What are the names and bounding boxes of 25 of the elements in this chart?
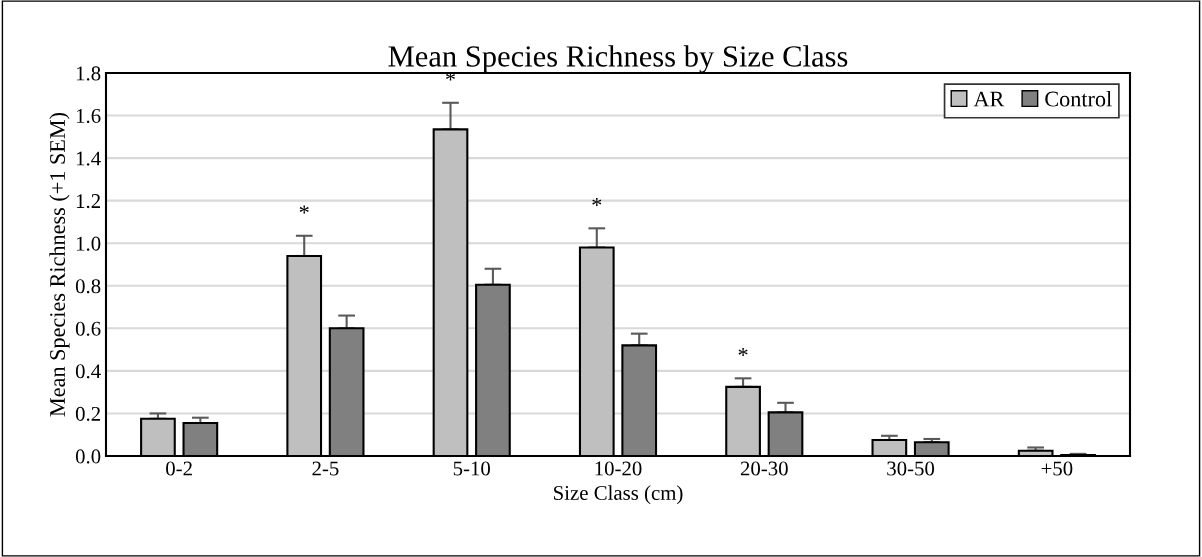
y-tick-label: 1.8: [76, 66, 101, 81]
x-tick-label: 20-30: [740, 461, 788, 476]
legend-label: Control: [1045, 90, 1112, 107]
x-tick-label: 5-10: [453, 461, 491, 476]
y-axis-title: Mean Species Richness (+1 SEM): [49, 112, 70, 417]
x-axis-title: Size Class (cm): [554, 485, 683, 505]
x-tick-label: 30-50: [887, 461, 935, 476]
y-tick-label: 0.0: [75, 449, 101, 464]
y-tick-label: 0.6: [75, 321, 101, 336]
x-tick-label: +50: [1041, 461, 1073, 476]
y-tick-label: 1.2: [76, 194, 100, 209]
y-tick-label: 1.4: [76, 151, 101, 166]
y-tick-label: 1.0: [76, 236, 101, 251]
x-tick-label: 0-2: [166, 461, 192, 476]
x-tick-label: 2-5: [312, 461, 339, 476]
annotation: *: [299, 205, 309, 214]
y-tick-label: 0.8: [75, 279, 101, 294]
annotation: *: [738, 347, 748, 357]
y-tick-label: 1.6: [76, 108, 101, 124]
x-tick-label: 10-20: [595, 461, 642, 476]
annotation: *: [592, 197, 602, 207]
legend-label: AR: [973, 91, 1005, 107]
chart-title: Mean Species Richness by Size Class: [388, 45, 848, 73]
y-tick-label: 0.4: [75, 364, 101, 379]
y-tick-label: 0.2: [75, 406, 100, 421]
